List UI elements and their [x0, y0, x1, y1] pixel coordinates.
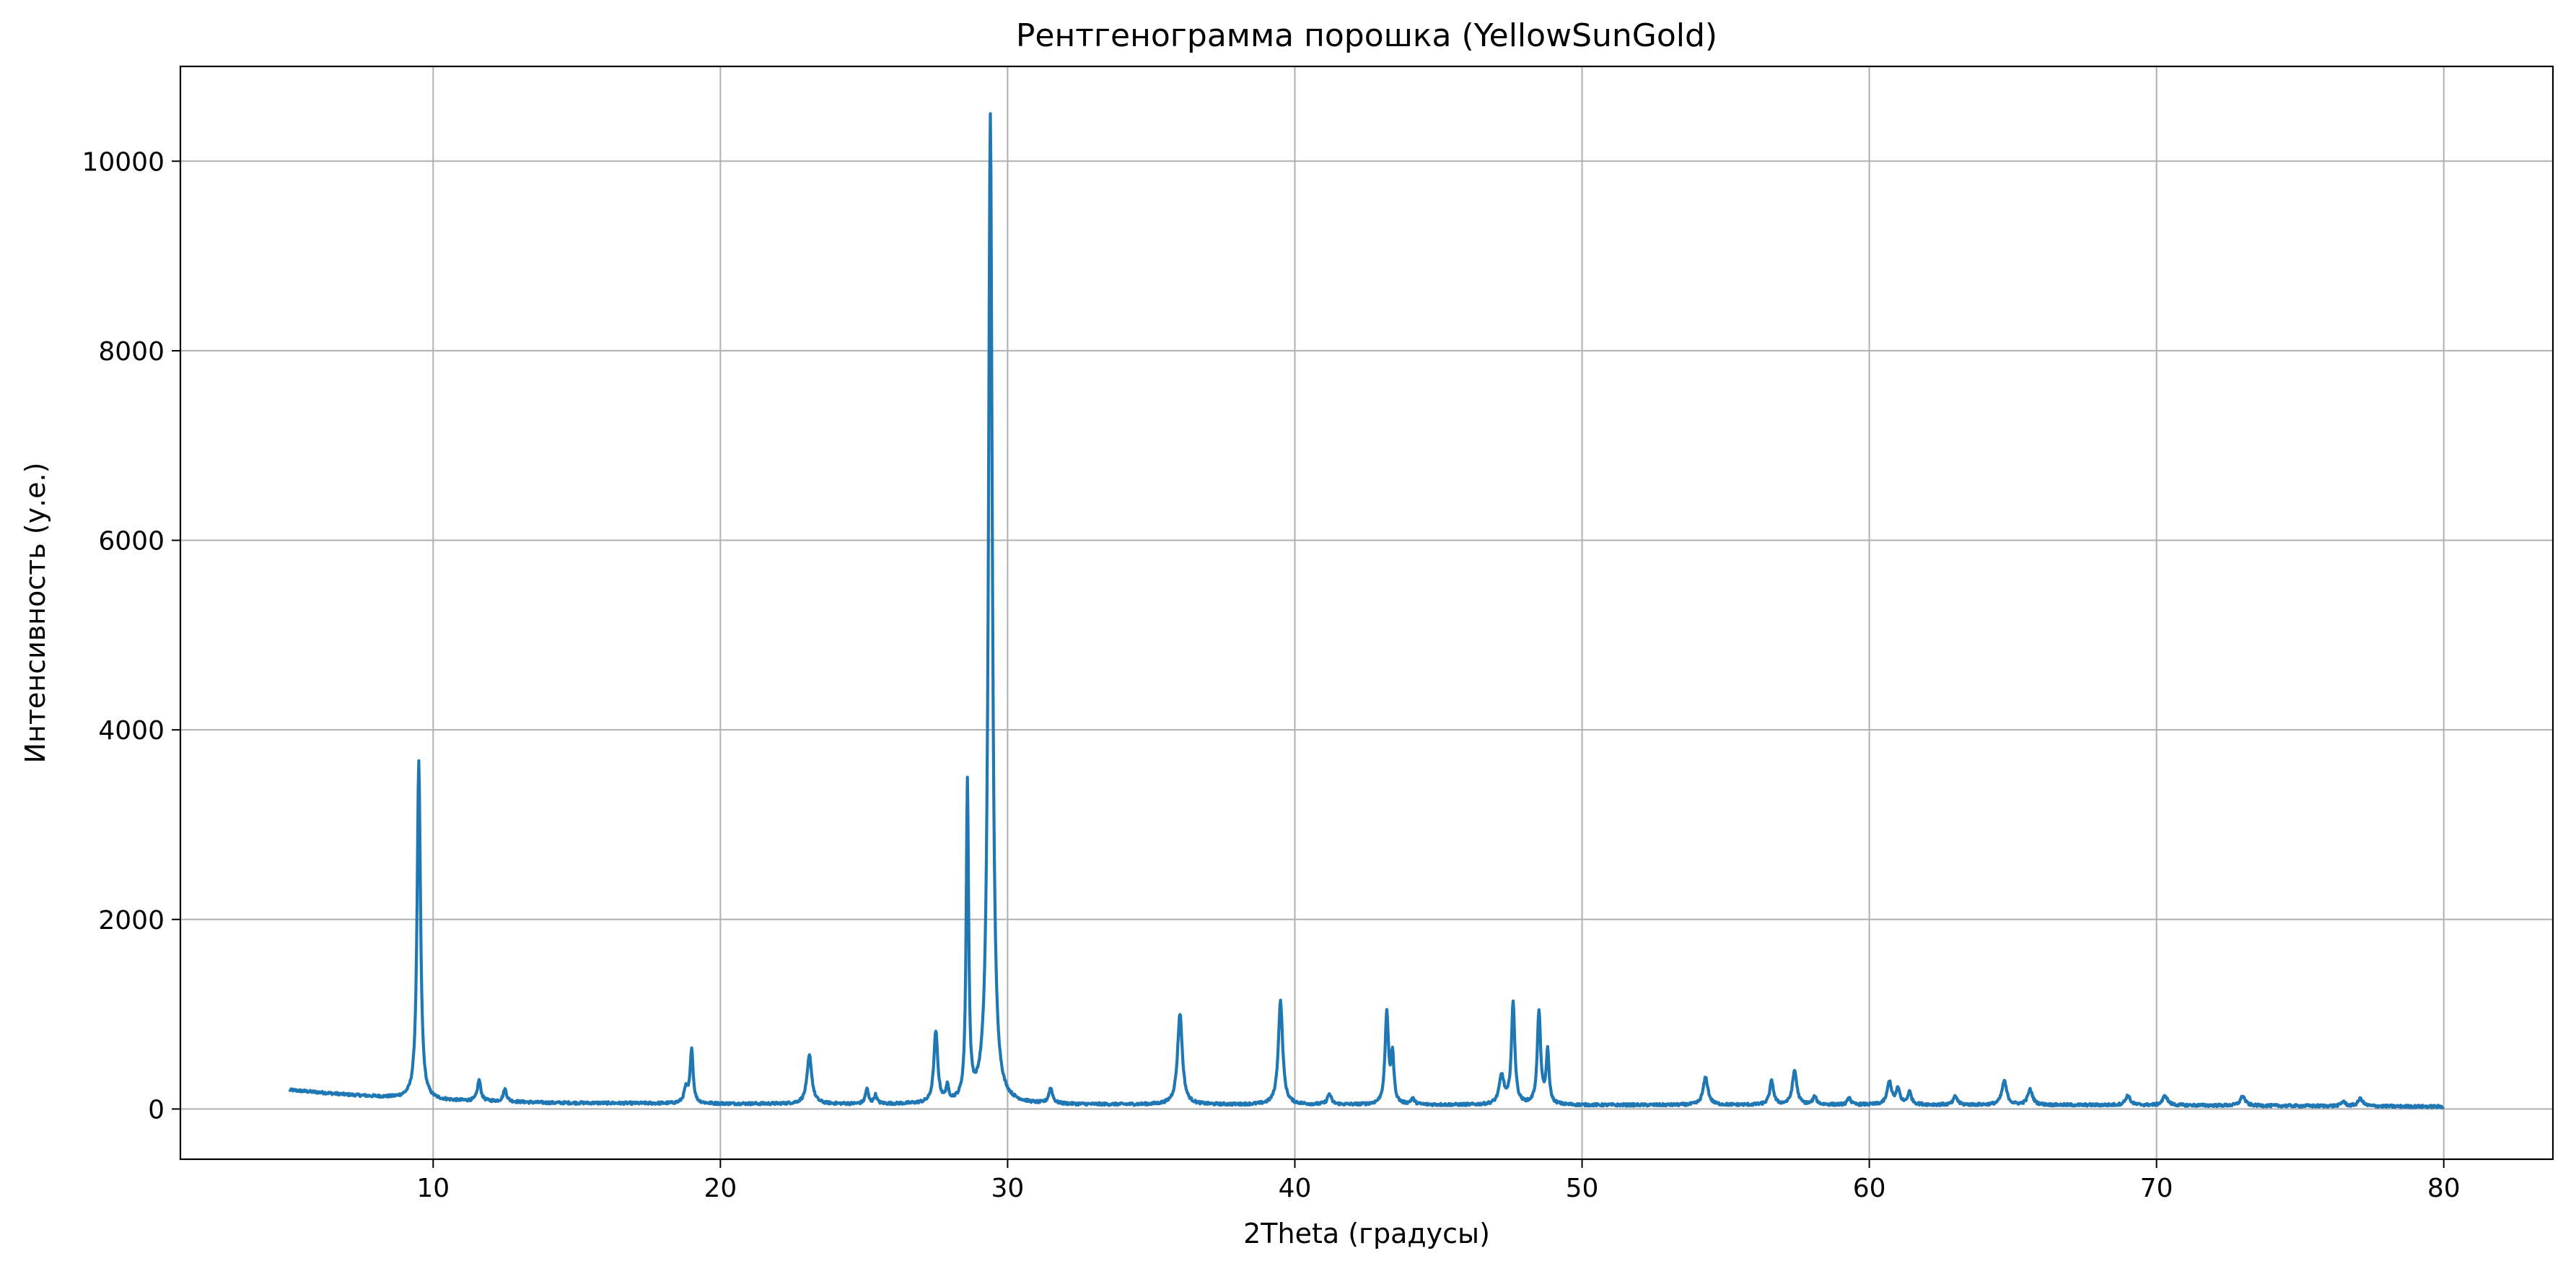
x-tick-label: 10 [416, 1174, 450, 1203]
x-tick-label: 50 [1566, 1174, 1599, 1203]
x-tick-label: 30 [991, 1174, 1025, 1203]
x-tick-label: 80 [2427, 1174, 2461, 1203]
x-tick-label: 20 [704, 1174, 737, 1203]
plot-area [288, 112, 2445, 1109]
x-tick-label: 40 [1279, 1174, 1312, 1203]
x-tick-label: 60 [1853, 1174, 1886, 1203]
series-line [288, 112, 2445, 1109]
x-axis-label: 2Theta (градусы) [1243, 1218, 1490, 1249]
y-tick-label: 0 [148, 1095, 165, 1125]
y-tick-label: 6000 [98, 527, 165, 557]
y-tick-label: 10000 [82, 147, 165, 177]
chart-title: Рентгенограмма порошка (YellowSunGold) [1016, 17, 1717, 54]
y-tick-label: 4000 [98, 716, 165, 746]
y-tick-label: 8000 [98, 337, 165, 367]
y-axis-label: Интенсивность (у.е.) [19, 463, 51, 764]
plot-frame [179, 65, 2554, 1161]
axis-ticks: 10 20 30 40 50 60 70 80 0 2000 4000 6000 8000 10000 [82, 147, 2460, 1203]
y-tick-label: 2000 [98, 906, 165, 935]
x-tick-label: 70 [2140, 1174, 2173, 1203]
grid [180, 66, 2553, 1159]
